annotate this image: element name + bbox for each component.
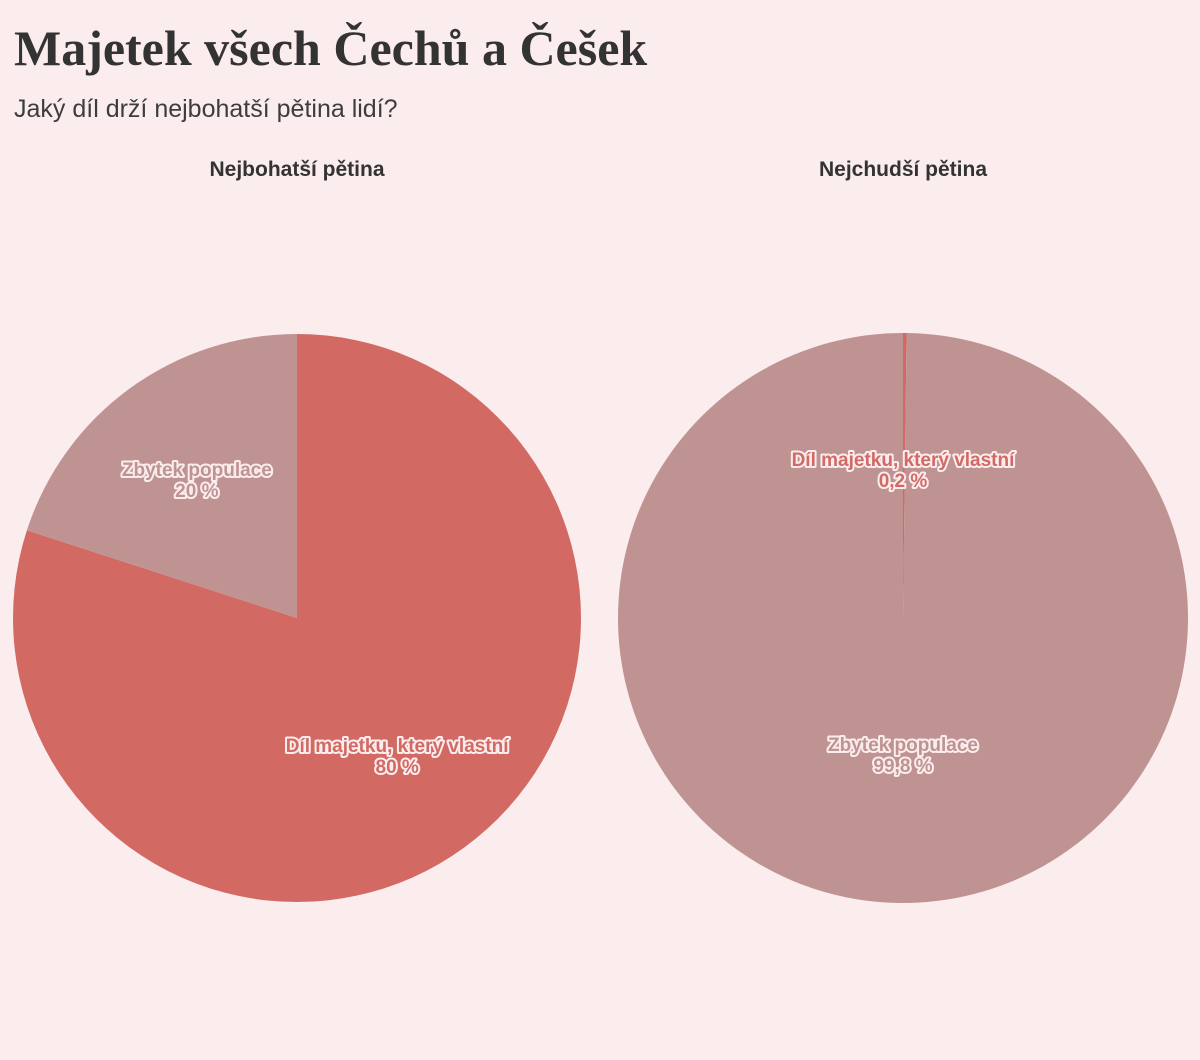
pie-chart-poorest: Nejchudší pětina Díl majetku, který vlast… xyxy=(618,158,1189,904)
slice-label-richest-1: Zbytek populace 20 % xyxy=(122,460,272,502)
pie-chart-richest: Nejbohatší pětina Díl majetku, který vlas… xyxy=(12,158,582,902)
pie-slice-poorest-0 xyxy=(903,333,907,618)
pie-slice-poorest-1 xyxy=(618,333,1189,904)
chart-title: Majetek všech Čechů a Češek xyxy=(14,20,648,76)
pie-slice-richest-1 xyxy=(26,334,297,618)
chart-subtitle: Jaký díl drží nejbohatší pětina lidí? xyxy=(14,95,398,123)
pie-title-poorest: Nejchudší pětina xyxy=(819,158,987,181)
slice-label-poorest-1: Zbytek populace 99,8 % xyxy=(828,735,978,777)
pie-title-richest: Nejbohatší pětina xyxy=(209,158,384,181)
slice-label-richest-0: Díl majetku, který vlastní 80 % xyxy=(286,736,510,778)
slice-label-poorest-0: Díl majetku, který vlastní 0,2 % xyxy=(792,450,1016,492)
